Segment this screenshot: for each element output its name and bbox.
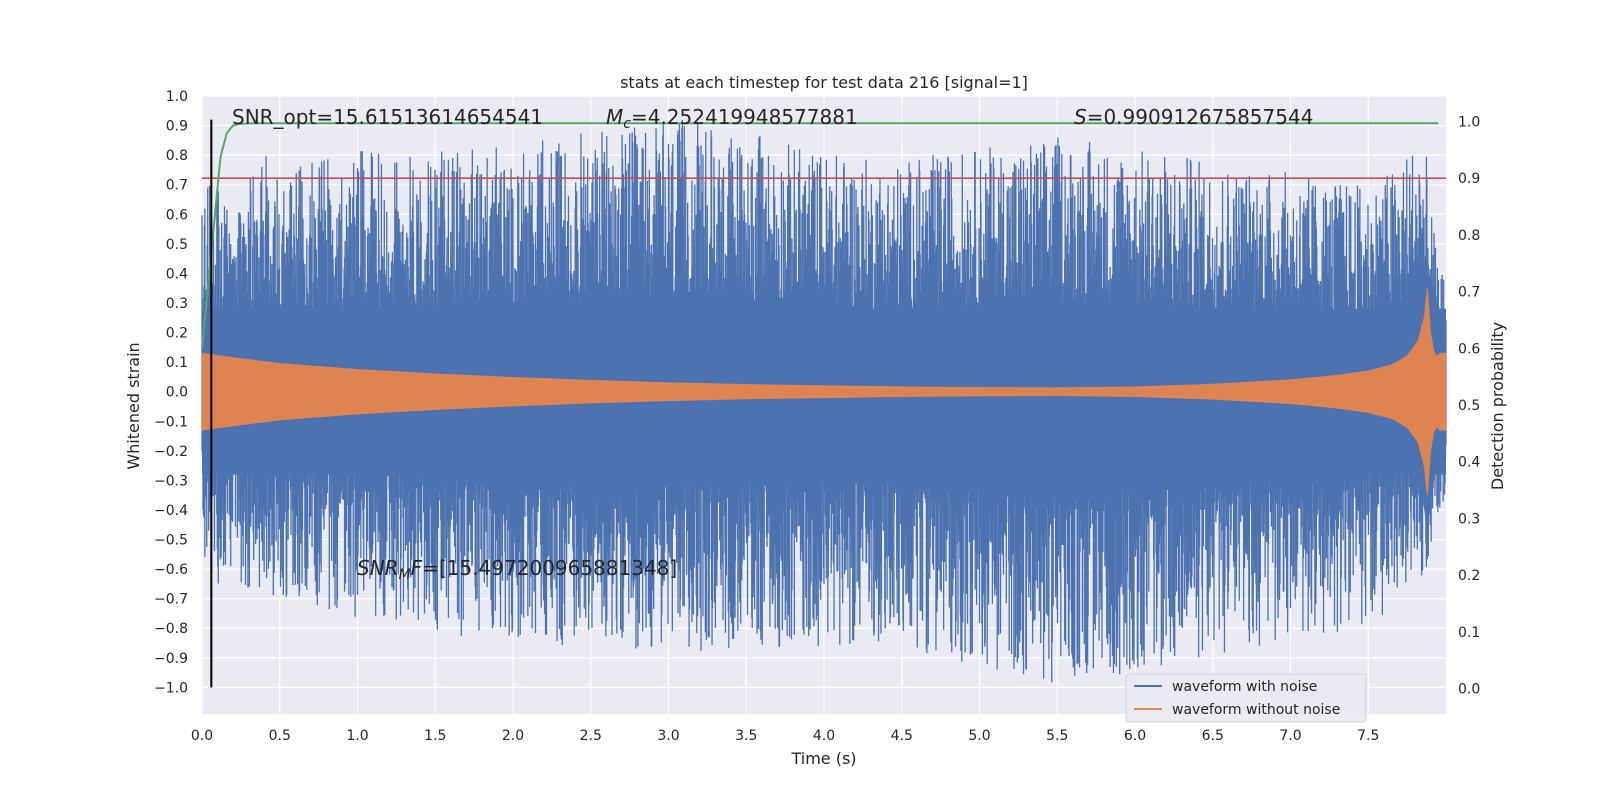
snr-mf-value: =[15.497200965881348] (422, 556, 677, 580)
x-tick-label-4: 2.0 (502, 728, 524, 744)
y2-tick-label-2: 0.2 (1458, 568, 1480, 584)
snr-mf-tail: F (411, 556, 423, 580)
x-tick-label-14: 7.0 (1279, 728, 1301, 744)
y-tick-label-18: 0.8 (166, 148, 188, 164)
clean-waveform (201, 288, 1447, 496)
legend: waveform with noise waveform without noi… (1125, 673, 1367, 723)
s-symbol: S (1074, 105, 1087, 129)
y-tick-label-13: 0.3 (166, 296, 188, 312)
mc-symbol: M (606, 105, 623, 129)
overlay-lines (201, 119, 1446, 688)
y-tick-label-7: −0.3 (154, 473, 188, 489)
y2-tick-label-1: 0.1 (1458, 625, 1480, 641)
x-tick-label-7: 3.5 (735, 728, 757, 744)
x-tick-label-10: 5.0 (968, 728, 990, 744)
annotation-s: S=0.990912675857544 (1074, 105, 1313, 129)
y2-axis-ticks: 0.0 0.1 0.2 0.3 0.4 0.5 0.6 0.7 0.8 0.9 1.0 (1458, 115, 1480, 698)
x-tick-label-11: 5.5 (1046, 728, 1068, 744)
annotation-snr-opt: SNR_opt=15.61513614654541 (232, 105, 543, 129)
legend-label-clean: waveform without noise (1172, 702, 1340, 718)
y-tick-label-0: −1.0 (154, 680, 188, 696)
y-tick-label-5: −0.5 (154, 533, 188, 549)
y-tick-label-10: 0.0 (166, 385, 188, 401)
y-tick-label-20: 1.0 (166, 89, 188, 105)
y-tick-label-2: −0.8 (154, 621, 188, 637)
y2-tick-label-10: 1.0 (1458, 115, 1480, 131)
y-tick-label-17: 0.7 (166, 178, 188, 194)
x-tick-label-2: 1.0 (346, 728, 368, 744)
s-value: =0.990912675857544 (1087, 105, 1314, 129)
x-axis-ticks: 0.0 0.5 1.0 1.5 2.0 2.5 3.0 3.5 4.0 4.5 5.0 5.5 6.0 6… (191, 728, 1380, 744)
x-tick-label-0: 0.0 (191, 728, 213, 744)
legend-label-noisy: waveform with noise (1172, 679, 1317, 695)
y-axis-ticks: −1.0 −0.9 −0.8 −0.7 −0.6 −0.5 −0.4 −0.3 −0.2 −0.1… (154, 89, 188, 696)
y2-tick-label-7: 0.7 (1458, 285, 1480, 301)
y2-tick-label-9: 0.9 (1458, 171, 1480, 187)
annotation-chirp-mass: Mc=4.252419948577881 (606, 105, 858, 132)
y-tick-label-15: 0.5 (166, 237, 188, 253)
y2-tick-label-8: 0.8 (1458, 228, 1480, 244)
x-tick-label-12: 6.0 (1124, 728, 1146, 744)
y2-tick-label-6: 0.6 (1458, 341, 1480, 357)
x-tick-label-6: 3.0 (657, 728, 679, 744)
annotation-snr-mf: SNRMF=[15.497200965881348] (357, 556, 677, 583)
y-tick-label-11: 0.1 (166, 355, 188, 371)
y2-tick-label-4: 0.4 (1458, 455, 1480, 471)
legend-box (1125, 673, 1367, 723)
x-tick-label-5: 2.5 (580, 728, 602, 744)
y-tick-label-1: −0.9 (154, 651, 188, 667)
mc-subscript: c (623, 116, 631, 132)
series-clean-line (201, 288, 1447, 496)
mc-value: =4.252419948577881 (631, 105, 858, 129)
y-tick-label-19: 0.9 (166, 119, 188, 135)
x-axis-label: Time (s) (790, 749, 856, 768)
chart-title: stats at each timestep for test data 216… (620, 73, 1028, 92)
y2-tick-label-5: 0.5 (1458, 398, 1480, 414)
y-tick-label-8: −0.2 (154, 444, 188, 460)
y-axis-label: Whitened strain (124, 342, 143, 469)
y-tick-label-14: 0.4 (166, 266, 188, 282)
x-tick-label-9: 4.5 (891, 728, 913, 744)
snr-mf-symbol: SNR (357, 556, 399, 580)
series-probability-line (201, 122, 1439, 349)
x-tick-label-13: 6.5 (1202, 728, 1224, 744)
x-tick-label-8: 4.0 (813, 728, 835, 744)
x-tick-label-15: 7.5 (1357, 728, 1379, 744)
x-tick-label-1: 0.5 (269, 728, 291, 744)
y2-tick-label-0: 0.0 (1458, 681, 1480, 697)
y-tick-label-9: −0.1 (154, 414, 188, 430)
y-tick-label-16: 0.6 (166, 207, 188, 223)
x-tick-label-3: 1.5 (424, 728, 446, 744)
y2-axis-label: Detection probability (1488, 322, 1507, 490)
y-tick-label-4: −0.6 (154, 562, 188, 578)
y2-tick-label-3: 0.3 (1458, 511, 1480, 527)
y-tick-label-3: −0.7 (154, 592, 188, 608)
y-tick-label-12: 0.2 (166, 326, 188, 342)
y-tick-label-6: −0.4 (154, 503, 188, 519)
snr-mf-subscript: M (399, 567, 411, 583)
